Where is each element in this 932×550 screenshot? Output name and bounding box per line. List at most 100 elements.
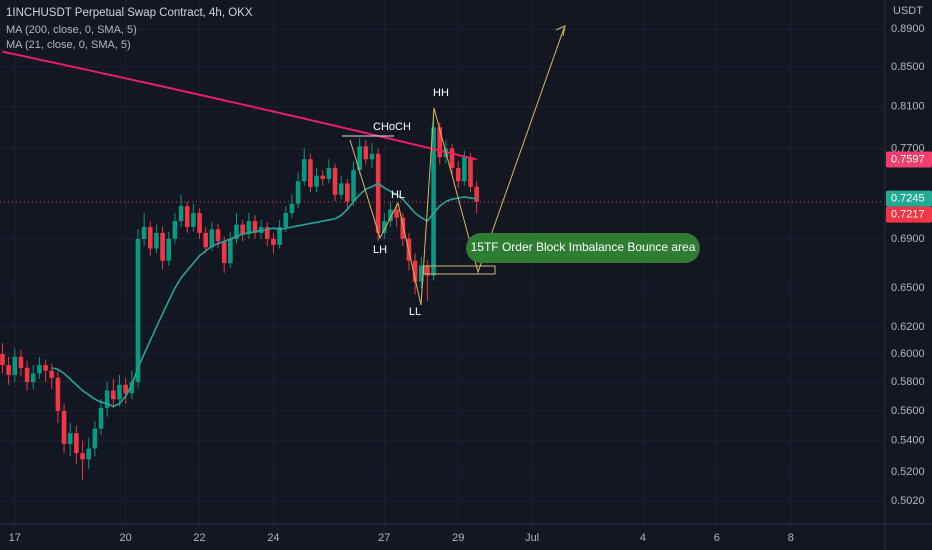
- annotation: HL: [391, 189, 405, 201]
- y-tick-label: 0.6000: [891, 348, 925, 360]
- price-label-box: [886, 151, 932, 168]
- x-tick-label: 24: [267, 532, 279, 544]
- x-tick-label: 17: [9, 532, 21, 544]
- price-label-box: [886, 190, 932, 207]
- candle-body: [351, 170, 356, 202]
- candle-body: [197, 212, 202, 233]
- candle-body: [184, 206, 190, 227]
- axes: 0.5020 0.5200 0.5400 0.5600 0.5800 0.6000 0.62…: [9, 23, 932, 544]
- x-tick-label: 29: [452, 532, 464, 544]
- y-tick-label: 0.8900: [891, 23, 925, 35]
- x-tick-label: 20: [120, 532, 132, 544]
- candle-body: [431, 127, 436, 276]
- candle-body: [264, 226, 270, 239]
- y-tick-label: 0.5400: [891, 435, 925, 447]
- candle-body: [43, 365, 48, 371]
- candle-body: [468, 157, 473, 187]
- candle-body: [326, 167, 332, 179]
- candle-body: [141, 226, 147, 239]
- candle-body: [314, 175, 319, 187]
- candle-body: [394, 209, 399, 218]
- candle-body: [382, 221, 387, 233]
- candle-body: [30, 373, 36, 382]
- candle-body: [92, 428, 98, 449]
- candle-body: [455, 167, 461, 182]
- zigzag: [349, 27, 565, 306]
- candle-body: [37, 365, 42, 374]
- candle-body: [320, 175, 326, 179]
- candle-body: [74, 433, 79, 454]
- legend-entry: MA (200, close, 0, SMA, 5): [6, 24, 137, 36]
- candle-body: [0, 354, 5, 366]
- candle-body: [18, 356, 24, 368]
- candle-body: [252, 221, 258, 233]
- price-label: 0.7245: [891, 193, 925, 205]
- arrow-head: [555, 25, 566, 37]
- candle-body: [301, 159, 307, 182]
- candle-body: [345, 183, 350, 202]
- y-tick-label: 0.8100: [891, 101, 925, 113]
- candle-body: [369, 153, 375, 160]
- candle-body: [172, 221, 178, 239]
- y-tick-label: 0.5600: [891, 405, 925, 417]
- candle-body: [154, 232, 159, 249]
- candle-body: [234, 224, 239, 239]
- candle-body: [129, 381, 135, 394]
- callout-text: 15TF Order Block Imbalance Bounce area: [471, 240, 696, 254]
- ma-line: [51, 182, 477, 408]
- x-tick-label: 8: [788, 532, 794, 544]
- candle-body: [24, 367, 30, 382]
- y-tick-label: 0.6500: [891, 282, 925, 294]
- chart-title: 1INCHUSDT Perpetual Swap Contract, 4h, O…: [6, 7, 253, 19]
- candle-body: [111, 390, 116, 400]
- annotation: LH: [373, 244, 387, 256]
- candle-body: [61, 410, 67, 444]
- annotation: LL: [409, 306, 421, 318]
- price-label-box: [886, 206, 932, 223]
- candle-body: [228, 238, 233, 264]
- x-tick-label: 27: [378, 532, 390, 544]
- ma-line: [2, 50, 477, 161]
- candle-body: [166, 238, 172, 261]
- x-tick-label: 4: [640, 532, 646, 544]
- candle-body: [332, 167, 338, 195]
- candle-body: [86, 448, 91, 460]
- order-block: [423, 265, 496, 275]
- candle-body: [123, 384, 128, 394]
- y-tick-label: 0.6200: [891, 321, 925, 333]
- candle-body: [271, 238, 276, 245]
- grid: [0, 0, 885, 528]
- candle-body: [449, 148, 455, 168]
- candle-body: [474, 186, 479, 202]
- candle-body: [12, 356, 18, 375]
- candle-body: [295, 181, 301, 204]
- candle-body: [240, 224, 245, 235]
- candle-body: [437, 127, 443, 158]
- candle-body: [80, 453, 85, 460]
- y-tick-label: 0.5020: [891, 495, 925, 507]
- candle-body: [178, 206, 184, 222]
- candle-body: [160, 232, 165, 261]
- candle-body: [6, 365, 11, 375]
- drawings: CHoCH HH HL LH LL 15TF Order Block Imbal…: [342, 25, 700, 318]
- candle-body: [338, 183, 344, 195]
- y-tick-label: 0.5200: [891, 466, 925, 478]
- candle-body: [357, 146, 362, 171]
- candle-body: [388, 209, 393, 222]
- candle-body: [462, 157, 467, 182]
- candle-body: [55, 377, 61, 411]
- candle-body: [289, 203, 295, 213]
- candle-body: [418, 265, 424, 282]
- candle-body: [375, 153, 381, 233]
- candle-body: [363, 146, 369, 160]
- candle-body: [308, 159, 313, 187]
- price-label: 0.7217: [891, 209, 925, 221]
- price-label: 0.7597: [891, 153, 925, 165]
- candle-body: [104, 390, 110, 408]
- x-tick-label: Jul: [525, 532, 539, 544]
- x-tick-label: 22: [193, 532, 205, 544]
- candle-body: [209, 229, 215, 248]
